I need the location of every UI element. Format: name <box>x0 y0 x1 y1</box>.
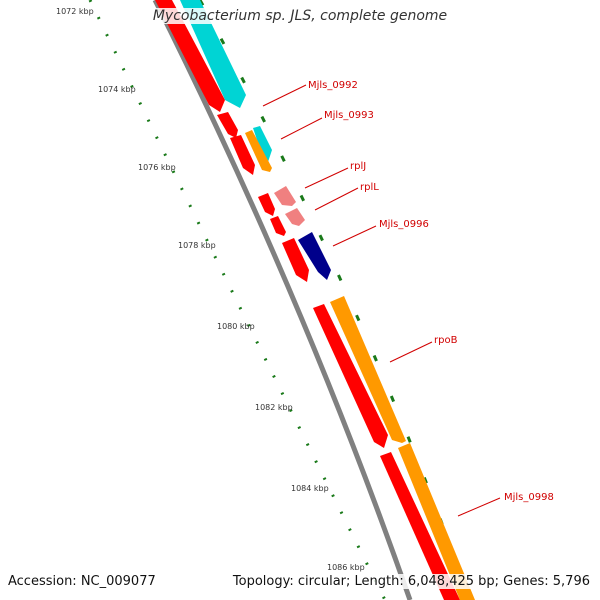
genome-summary-text: Topology: circular; Length: 6,048,425 bp… <box>232 574 590 589</box>
orange-gene <box>330 296 406 443</box>
pink-gene <box>285 208 305 226</box>
tick-label: 1084 kbp <box>291 484 329 493</box>
genome-backbone <box>152 0 413 600</box>
red-gene <box>282 238 309 282</box>
red-gene <box>258 193 275 216</box>
gene-label-rplj[interactable]: rplJ <box>350 161 366 172</box>
pink-gene <box>274 186 296 206</box>
cyan-gene <box>253 126 272 165</box>
tick-label: 1086 kbp <box>327 563 365 572</box>
navy-gene <box>298 232 331 280</box>
red-gene <box>313 304 388 448</box>
orange-gene <box>245 130 272 172</box>
gene-label-mjls-0993[interactable]: Mjls_0993 <box>324 110 374 121</box>
genome-title: Mycobacterium sp. JLS, complete genome <box>150 8 450 24</box>
gene-label-mjls-0992[interactable]: Mjls_0992 <box>308 80 358 91</box>
tick-label: 1080 kbp <box>217 322 255 331</box>
accession-text: Accession: NC_009077 <box>8 574 156 589</box>
gene-label-rpob[interactable]: rpoB <box>434 335 458 346</box>
red-gene <box>380 452 460 600</box>
red-gene <box>155 0 225 112</box>
tick-label: 1072 kbp <box>56 7 94 16</box>
label-leaders <box>262 84 501 517</box>
tick-label: 1082 kbp <box>255 403 293 412</box>
red-gene <box>217 112 238 138</box>
orange-gene <box>398 443 475 600</box>
tick-label: 1076 kbp <box>138 163 176 172</box>
outer-tick-track <box>198 0 472 600</box>
red-strand-genes <box>155 0 460 600</box>
red-gene <box>270 216 286 236</box>
red-gene <box>230 135 255 175</box>
tick-label: 1074 kbp <box>98 85 136 94</box>
cyan-gene <box>180 0 246 108</box>
tick-label: 1078 kbp <box>178 241 216 250</box>
gene-label-rpll[interactable]: rplL <box>360 182 379 193</box>
gene-label-mjls-0998[interactable]: Mjls_0998 <box>504 492 554 503</box>
tick-track <box>88 0 387 600</box>
gene-label-mjls-0996[interactable]: Mjls_0996 <box>379 219 429 230</box>
